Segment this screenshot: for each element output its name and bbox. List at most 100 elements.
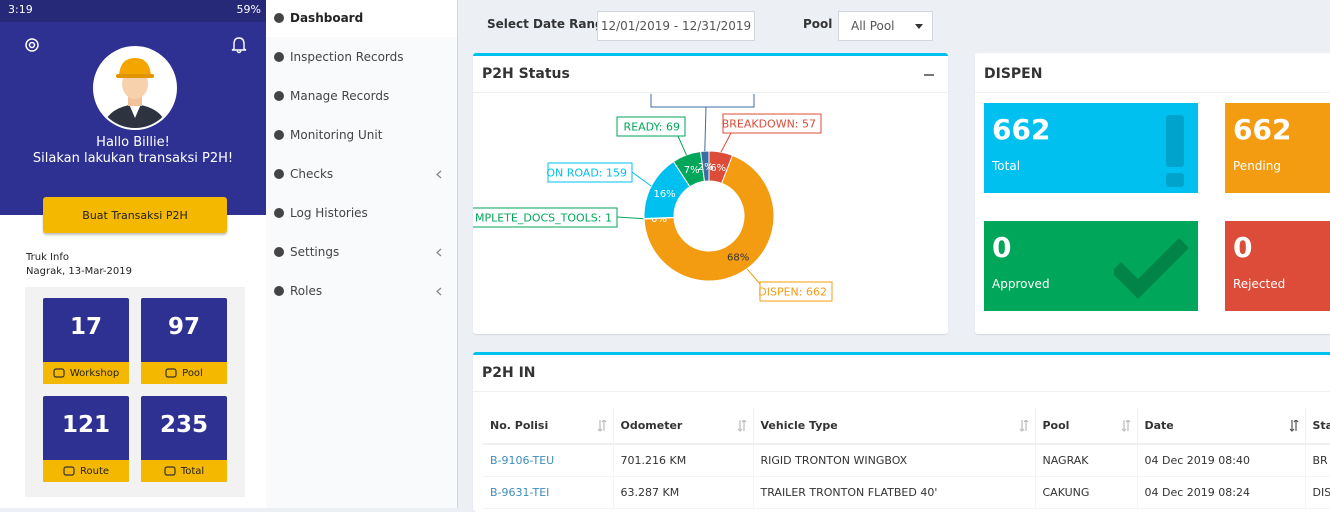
icon-shape [738, 420, 746, 431]
nav-item[interactable]: Settings [266, 233, 457, 271]
nav-label: Roles [290, 284, 322, 298]
column-title: Odometer [621, 419, 683, 432]
table-cell: CAKUNG [1035, 476, 1137, 508]
truck-info-subtitle: Nagrak, 13-Mar-2019 [26, 266, 132, 277]
slice-label: ON ROAD: 159 [546, 167, 627, 180]
sort-icon [597, 420, 607, 432]
icon-shape [1122, 420, 1130, 431]
slice-percent: 2% [698, 162, 714, 173]
box-title: P2H Status [482, 66, 570, 82]
settings-icon[interactable] [22, 35, 42, 55]
column-header[interactable]: Pool [1035, 408, 1137, 444]
slice-label: BREAKDOWN: 57 [722, 118, 816, 131]
stat-label: Route [80, 466, 109, 477]
table-cell: 701.216 KM [613, 444, 753, 476]
column-header[interactable]: Odometer [613, 408, 753, 444]
stat-icon [164, 466, 176, 476]
notification-icon[interactable] [229, 35, 249, 55]
tile-label: Pending [1233, 159, 1281, 173]
icon-shape [1166, 173, 1184, 187]
icon-shape [598, 420, 606, 431]
chevron-shape [437, 171, 441, 178]
submenu-chevron [436, 170, 442, 179]
leader-line [678, 136, 686, 155]
sort-icon [737, 420, 747, 432]
slice-label: READY: 69 [624, 121, 680, 134]
icon-shape [274, 247, 284, 257]
box-title: P2H IN [482, 365, 536, 381]
tile-label: Total [992, 159, 1020, 173]
nav-item[interactable]: Inspection Records [266, 38, 457, 76]
leader-line [632, 172, 651, 186]
slice-label: DISPEN: 662 [758, 286, 827, 299]
table-cell: RIGID TRONTON WINGBOX [753, 444, 1035, 476]
nav-item[interactable]: Manage Records [266, 77, 457, 115]
box-title: DISPEN [984, 66, 1042, 82]
stat-footer: Pool [141, 362, 227, 384]
nav-icon [273, 246, 285, 258]
nav-item[interactable]: Log Histories [266, 194, 457, 232]
stat-value: 97 [141, 314, 227, 340]
column-header[interactable]: Date [1137, 408, 1305, 444]
nav-icon [273, 168, 285, 180]
create-transaction-button[interactable]: Buat Transaksi P2H [43, 197, 227, 233]
nav-item[interactable]: Roles [266, 272, 457, 310]
greeting: Hallo Billie! [0, 135, 266, 150]
collapse-button[interactable] [924, 74, 934, 76]
nav-item[interactable]: Dashboard [266, 0, 457, 37]
nav-item[interactable]: Checks [266, 155, 457, 193]
status-time: 3:19 [8, 3, 33, 16]
icon-shape [1116, 243, 1184, 289]
icon-shape [274, 91, 284, 101]
pool-select[interactable]: All Pool [838, 11, 933, 41]
slice-percent: 68% [727, 253, 749, 264]
icon-shape [54, 369, 64, 377]
nav-label: Manage Records [290, 89, 389, 103]
table-cell[interactable]: B-9631-TEI [483, 476, 613, 508]
nav-icon [273, 12, 285, 24]
leader-line [705, 107, 706, 151]
stat-label: Pool [182, 368, 203, 379]
slice-percent: 16% [653, 189, 675, 200]
tile-icon [1114, 227, 1194, 307]
icon-shape [274, 13, 284, 23]
icon-shape [166, 369, 176, 377]
column-title: Date [1145, 419, 1174, 432]
tile-label: Rejected [1233, 277, 1285, 291]
donut-chart: BREAKDOWN: 576%DISPEN: 66268%MPLETE_DOCS… [473, 94, 948, 334]
column-header[interactable]: Sta [1305, 408, 1330, 444]
column-header[interactable]: No. Polisi [483, 408, 613, 444]
table-cell[interactable]: B-9106-TEU [483, 444, 613, 476]
greeting-prompt: Silakan lakukan transaksi P2H! [0, 151, 266, 166]
nav-icon [273, 90, 285, 102]
table-cell: 04 Dec 2019 08:40 [1137, 444, 1305, 476]
nav-label: Log Histories [290, 206, 368, 220]
column-title: No. Polisi [490, 419, 548, 432]
stat-value: 17 [43, 314, 129, 340]
label-box [651, 94, 754, 107]
stat-label: Workshop [70, 368, 119, 379]
date-range-label: Select Date Range [487, 17, 612, 31]
tile-value: 0 [992, 231, 1011, 264]
nav-item[interactable]: Monitoring Unit [266, 116, 457, 154]
icon-shape [274, 208, 284, 218]
column-title: Sta [1313, 419, 1330, 432]
table-cell: DIS [1305, 476, 1330, 508]
icon-shape [165, 467, 175, 475]
stat-tile: 17 Workshop [43, 298, 129, 384]
icon-shape [274, 52, 284, 62]
column-header[interactable]: Vehicle Type [753, 408, 1035, 444]
avatar [93, 46, 177, 130]
nav-label: Settings [290, 245, 339, 259]
date-range-input[interactable]: 12/01/2019 - 12/31/2019 [597, 11, 755, 41]
table-cell: NAGRAK [1035, 444, 1137, 476]
box-divider [473, 92, 948, 93]
tile-icon [1114, 109, 1194, 189]
table-cell: 04 Dec 2019 08:24 [1137, 476, 1305, 508]
